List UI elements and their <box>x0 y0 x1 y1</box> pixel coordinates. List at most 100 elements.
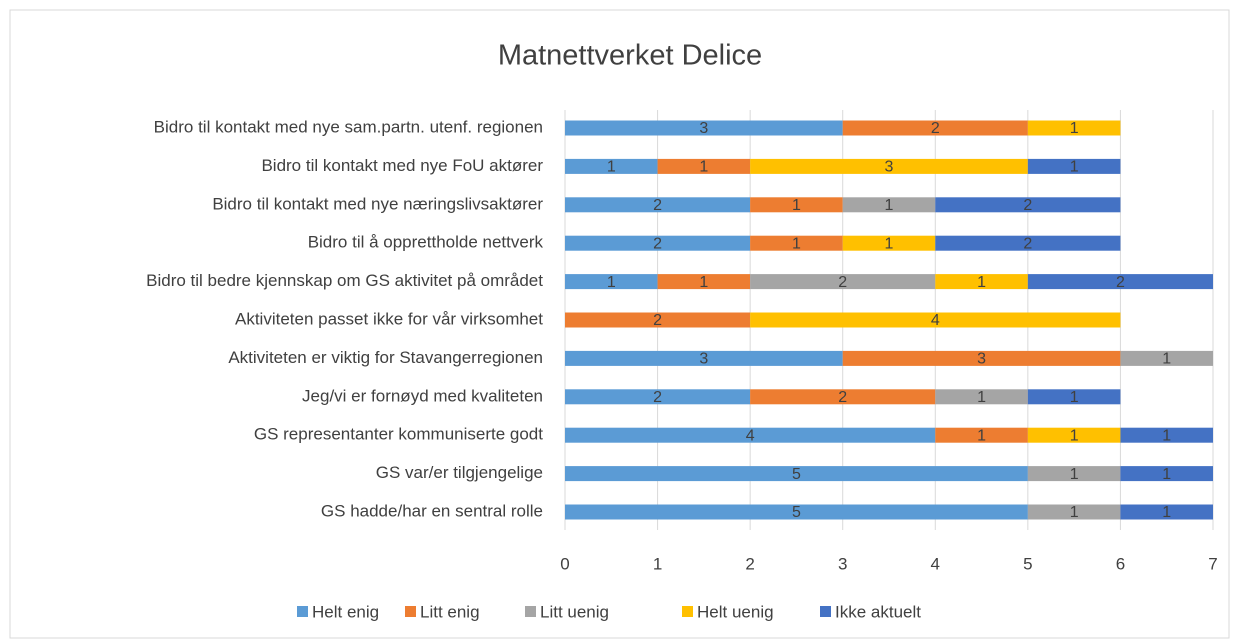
legend-swatch <box>682 606 693 617</box>
data-label: 1 <box>1070 427 1079 444</box>
data-label: 2 <box>1023 197 1032 214</box>
data-label: 1 <box>977 427 986 444</box>
data-label: 1 <box>1162 427 1171 444</box>
x-tick-label: 2 <box>745 554 754 573</box>
data-label: 3 <box>699 351 708 368</box>
data-label: 2 <box>838 389 847 406</box>
data-label: 5 <box>792 504 801 521</box>
y-tick-label: GS representanter kommuniserte godt <box>254 425 543 444</box>
data-label: 1 <box>792 197 801 214</box>
chart-title: Matnettverket Delice <box>498 40 762 72</box>
bar-segment <box>565 235 751 251</box>
y-tick-label: Bidro til kontakt med nye sam.partn. ute… <box>154 117 543 136</box>
y-tick-label: Aktiviteten er viktig for Stavangerregio… <box>228 348 543 367</box>
legend-swatch <box>820 606 831 617</box>
x-tick-label: 0 <box>560 554 569 573</box>
legend-label: Helt uenig <box>697 602 774 621</box>
data-label: 3 <box>977 351 986 368</box>
data-label: 3 <box>699 120 708 137</box>
legend-swatch <box>297 606 308 617</box>
x-tick-label: 1 <box>653 554 662 573</box>
bar-segment <box>1120 427 1213 443</box>
y-tick-label: Aktiviteten passet ikke for vår virksomh… <box>235 309 543 328</box>
data-label: 4 <box>746 427 755 444</box>
data-label: 1 <box>699 274 708 291</box>
legend-label: Helt enig <box>312 602 379 621</box>
legend-label: Litt enig <box>420 602 480 621</box>
bar-segment <box>565 274 658 290</box>
bar-segment <box>565 312 751 328</box>
bar-segment <box>1027 158 1121 174</box>
y-tick-label: GS hadde/har en sentral rolle <box>321 501 543 520</box>
bar-segment <box>1027 389 1121 405</box>
data-label: 1 <box>885 235 894 252</box>
data-label: 1 <box>607 159 616 176</box>
legend-label: Litt uenig <box>540 602 609 621</box>
bar-segment <box>1120 466 1213 482</box>
bar-segment <box>1027 274 1213 290</box>
bar-segment <box>565 350 843 366</box>
bar-segment <box>750 158 1028 174</box>
y-tick-label: Bidro til kontakt med nye FoU aktører <box>261 156 543 175</box>
bar-segment <box>565 389 751 405</box>
y-tick-label: Jeg/vi er fornøyd med kvaliteten <box>302 386 543 405</box>
data-label: 1 <box>607 274 616 291</box>
legend-swatch <box>405 606 416 617</box>
bar-segment <box>750 312 1121 328</box>
data-label: 2 <box>653 389 662 406</box>
x-tick-label: 4 <box>931 554 940 573</box>
data-label: 1 <box>1070 389 1079 406</box>
bar-segment <box>565 427 936 443</box>
data-label: 2 <box>653 235 662 252</box>
data-label: 2 <box>653 197 662 214</box>
bar-segment <box>565 504 1028 520</box>
x-tick-label: 3 <box>838 554 847 573</box>
data-label: 1 <box>977 389 986 406</box>
bar-segment <box>657 274 751 290</box>
bar-segment <box>842 350 1121 366</box>
bar-segment <box>935 274 1028 290</box>
bar-segment <box>750 197 843 213</box>
bar-segment <box>935 427 1028 443</box>
data-label: 5 <box>792 466 801 483</box>
bar-segment <box>842 197 936 213</box>
data-label: 1 <box>1162 504 1171 521</box>
bar-segment <box>750 274 936 290</box>
data-label: 1 <box>885 197 894 214</box>
data-label: 4 <box>931 312 940 329</box>
bar-segment <box>842 120 1028 136</box>
data-label: 1 <box>977 274 986 291</box>
bar-segment <box>565 466 1028 482</box>
data-label: 2 <box>1023 235 1032 252</box>
data-label: 1 <box>699 159 708 176</box>
y-tick-label: GS var/er tilgjengelige <box>376 463 543 482</box>
data-label: 1 <box>1070 466 1079 483</box>
bar-segment <box>565 120 843 136</box>
data-label: 2 <box>1116 274 1125 291</box>
y-tick-label: Bidro til bedre kjennskap om GS aktivite… <box>146 271 543 290</box>
x-tick-label: 6 <box>1116 554 1125 573</box>
bar-segment <box>750 235 843 251</box>
bar-segment <box>657 158 751 174</box>
data-label: 1 <box>1162 466 1171 483</box>
bar-segment <box>1120 504 1213 520</box>
bar-segment <box>935 235 1121 251</box>
data-label: 1 <box>1162 351 1171 368</box>
data-label: 2 <box>931 120 940 137</box>
x-tick-label: 5 <box>1023 554 1032 573</box>
bar-segment <box>1027 427 1121 443</box>
bar-segment <box>750 389 936 405</box>
bar-segment <box>935 197 1121 213</box>
data-label: 3 <box>885 159 894 176</box>
bar-segment <box>1027 466 1121 482</box>
bar-segment <box>1027 504 1121 520</box>
data-label: 2 <box>653 312 662 329</box>
data-label: 2 <box>838 274 847 291</box>
legend-label: Ikke aktuelt <box>835 602 921 621</box>
data-label: 1 <box>1070 159 1079 176</box>
bar-segment <box>935 389 1028 405</box>
data-label: 1 <box>1070 120 1079 137</box>
data-label: 1 <box>792 235 801 252</box>
bar-segment <box>842 235 936 251</box>
